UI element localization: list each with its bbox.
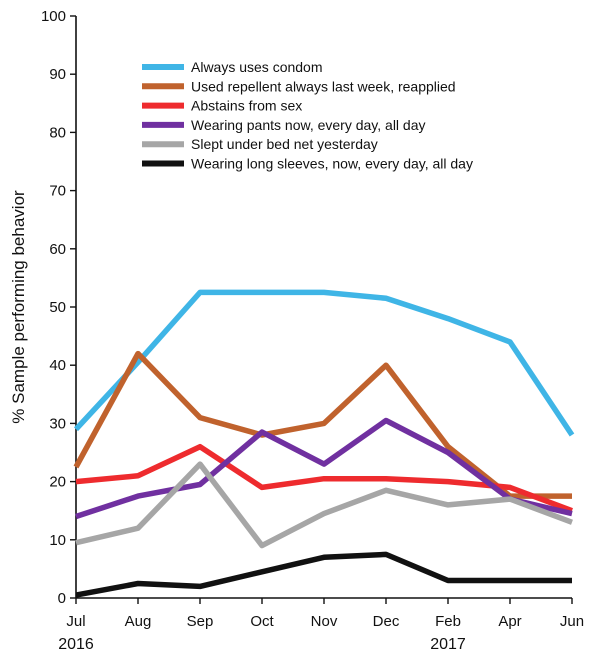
series-line [75, 417, 573, 520]
x-tick-label: Jul [66, 613, 85, 630]
legend-label: Abstains from sex [191, 98, 302, 114]
year-label: 2016 [58, 636, 94, 653]
x-tick-label: Feb [435, 613, 461, 630]
x-tick-label: Apr [498, 613, 521, 630]
legend-label: Slept under bed net yesterday [191, 136, 378, 152]
year-labels: 2016 2017 [58, 636, 466, 653]
legend-label: Used repellent always last week, reappli… [191, 78, 456, 94]
y-tick-label: 80 [49, 124, 66, 141]
y-tick-label: 50 [49, 299, 66, 316]
y-ticks: 0 10 20 30 40 50 60 70 80 90 100 [41, 8, 76, 607]
y-tick-label: 100 [41, 8, 66, 25]
series-line [75, 461, 573, 549]
legend: Always uses condom Used repellent always … [142, 59, 473, 172]
series-line [75, 551, 572, 598]
y-tick-label: 70 [49, 183, 66, 200]
y-tick-label: 40 [49, 357, 66, 374]
y-tick-label: 10 [49, 532, 66, 549]
year-label: 2017 [430, 636, 466, 653]
legend-label: Wearing long sleeves, now, every day, al… [191, 156, 473, 172]
series-lines [73, 289, 575, 598]
x-tick-label: Jun [560, 613, 584, 630]
x-tick-label: Aug [125, 613, 152, 630]
x-tick-label: Nov [311, 613, 338, 630]
y-tick-label: 0 [58, 590, 66, 607]
y-tick-label: 30 [49, 415, 66, 432]
x-axis: Jul Aug Sep Oct Nov Dec Feb Apr Jun 2016 2017 [58, 597, 584, 653]
x-tick-label: Oct [250, 613, 274, 630]
x-tick-label: Dec [373, 613, 400, 630]
legend-label: Always uses condom [191, 59, 323, 75]
legend-label: Wearing pants now, every day, all day [191, 117, 426, 133]
y-tick-label: 90 [49, 66, 66, 83]
series-line [73, 289, 575, 437]
y-axis-title: % Sample performing behavior [9, 190, 28, 424]
series-line [73, 350, 572, 499]
x-tick-label: Sep [187, 613, 214, 630]
x-ticks: Jul Aug Sep Oct Nov Dec Feb Apr Jun [66, 598, 584, 630]
y-axis: 0 10 20 30 40 50 60 70 80 90 100 % Sample performi… [9, 8, 77, 607]
y-tick-label: 60 [49, 241, 66, 258]
y-tick-label: 20 [49, 474, 66, 491]
